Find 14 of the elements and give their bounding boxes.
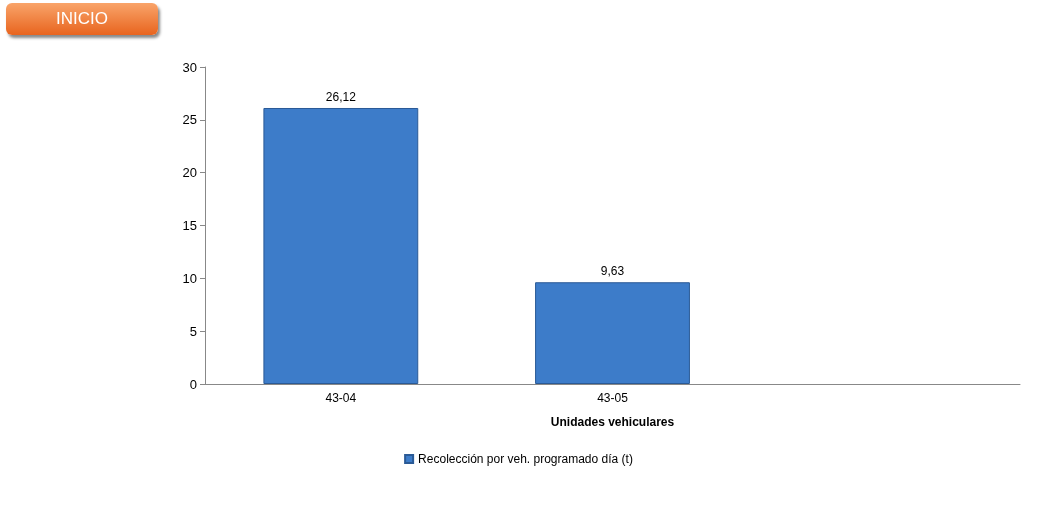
- x-tick-label: 43-04: [325, 391, 357, 405]
- start-button[interactable]: INICIO: [6, 3, 158, 35]
- data-label: 9,63: [600, 264, 625, 279]
- legend-label: Recolección por veh. programado día (t): [418, 452, 633, 466]
- y-tick-label: 20: [182, 165, 197, 181]
- y-tick-label: 15: [182, 218, 197, 233]
- x-axis-title: Unidades vehiculares: [550, 415, 675, 429]
- y-tick-label: 5: [189, 323, 197, 339]
- x-tick-label: 43-05: [597, 391, 629, 405]
- y-tick-label: 0: [189, 376, 197, 392]
- data-label: 26,12: [325, 90, 357, 104]
- y-tick-label: 25: [182, 112, 197, 128]
- y-tick-label: 10: [182, 270, 197, 286]
- y-tick-label: 30: [182, 59, 197, 75]
